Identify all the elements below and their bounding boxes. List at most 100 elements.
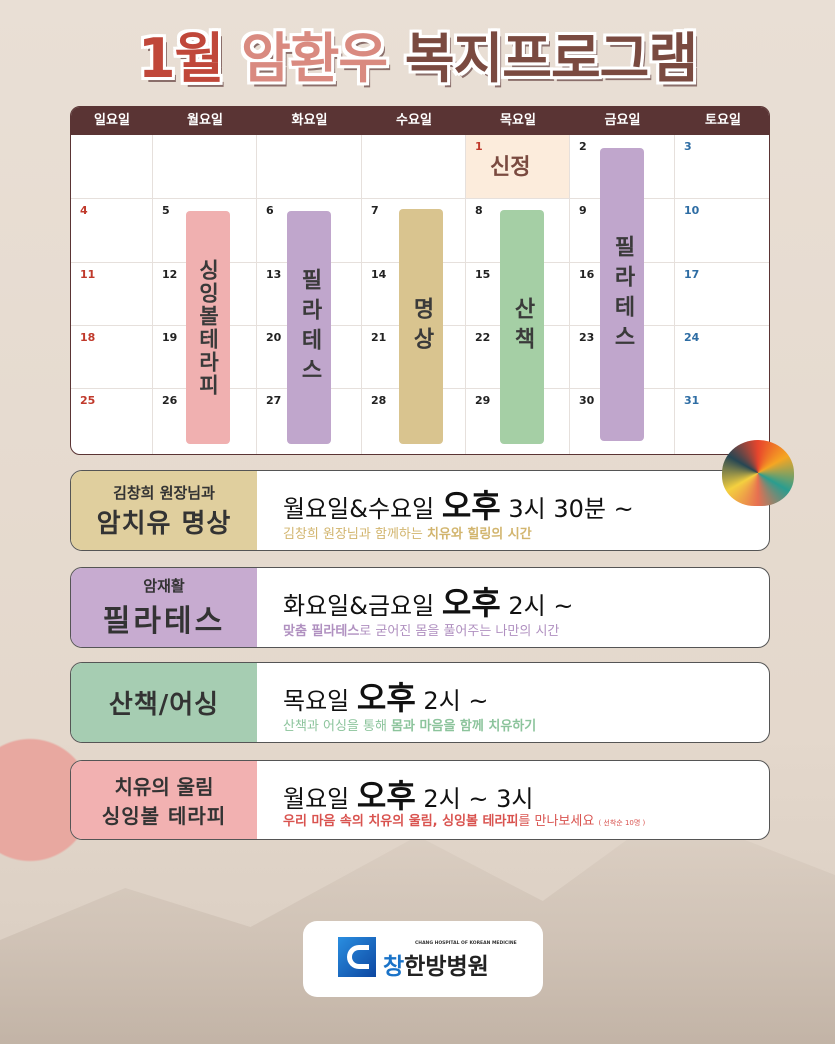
day-number: 14 [371, 268, 387, 281]
day-number: 2 [579, 140, 587, 153]
day-number: 29 [475, 394, 491, 407]
sub-highlight: 맞춤 필라테스 [283, 624, 360, 639]
sub-text: 김창희 원장님과 함께하는 [283, 527, 427, 542]
schedule-time: 2시 ~ [508, 592, 574, 620]
day-number: 27 [266, 394, 282, 407]
program-bar: 산책 [500, 210, 544, 444]
schedule-days: 월요일 [283, 785, 350, 813]
calendar-day: 27 [257, 389, 362, 454]
sub-highlight: 치유와 힐링의 시간 [426, 527, 532, 542]
calendar-header: 일요일 월요일 화요일 수요일 목요일 금요일 토요일 [71, 107, 769, 135]
day-number: 22 [475, 331, 491, 344]
program-bar: 필라테스 [600, 148, 644, 441]
program-bar: 명상 [399, 209, 443, 444]
hospital-logo: CHANG HOSPITAL OF KOREAN MEDICINE 창한방병원 [303, 921, 543, 997]
calendar: 일요일 월요일 화요일 수요일 목요일 금요일 토요일 1 신정 2 3 4 5 6 7 8 9 10 11 12 1… [70, 106, 770, 455]
day-number: 10 [684, 204, 700, 217]
day-number: 31 [684, 394, 700, 407]
sub-text: 를 만나보세요 [518, 814, 595, 829]
sub-highlight: 몸과 마음을 함께 치유하기 [391, 719, 537, 734]
weekday-header: 일요일 [94, 113, 130, 128]
day-number: 19 [162, 331, 178, 344]
day-number: 1 [475, 140, 483, 153]
day-number: 17 [684, 268, 700, 281]
calendar-day [362, 135, 466, 199]
logo-mark-icon [338, 937, 376, 977]
day-number: 11 [80, 268, 96, 281]
schedule-time: 2시 ~ 3시 [423, 785, 534, 813]
day-number: 28 [371, 394, 387, 407]
weekday-header: 월요일 [187, 113, 223, 128]
program-description: 맞춤 필라테스로 굳어진 몸을 풀어주는 나만의 시간 [283, 620, 559, 639]
calendar-day: 24 [675, 326, 769, 389]
day-number: 23 [579, 331, 595, 344]
day-number: 20 [266, 331, 282, 344]
day-number: 30 [579, 394, 595, 407]
schedule-pm: 오후 [356, 777, 416, 815]
schedule-time: 3시 30분 ~ [508, 495, 634, 523]
day-number: 8 [475, 204, 483, 217]
weekday-header: 목요일 [500, 113, 536, 128]
program-subtitle: 암재활 [143, 577, 185, 595]
schedule-days: 월요일&수요일 [283, 495, 435, 523]
day-number: 18 [80, 331, 96, 344]
title-patients: 암환우 [241, 27, 388, 90]
day-number: 6 [266, 204, 274, 217]
day-number: 13 [266, 268, 282, 281]
schedule-pm: 오후 [441, 487, 501, 525]
day-number: 9 [579, 204, 587, 217]
program-bar: 싱잉볼테라피 [186, 211, 230, 444]
calendar-day: 29 [466, 389, 570, 454]
day-number: 16 [579, 268, 595, 281]
program-description: 산책과 어싱을 통해 몸과 마음을 함께 치유하기 [283, 715, 536, 734]
day-number: 3 [684, 140, 692, 153]
logo-accent: 창 [383, 954, 405, 980]
calendar-day: 28 [362, 389, 466, 454]
program-subtitle: 김창희 원장님과 [113, 483, 215, 502]
day-number: 5 [162, 204, 170, 217]
day-number: 25 [80, 394, 96, 407]
program-schedule: 월요일 오후 2시 ~ 3시 [283, 771, 534, 817]
sub-text: 산책과 어싱을 통해 [283, 719, 392, 734]
sub-text: 로 굳어진 몸을 풀어주는 나만의 시간 [359, 624, 560, 639]
program-name: 산책/어싱 [108, 690, 220, 720]
program-schedule: 목요일 오후 2시 ~ [283, 673, 489, 719]
calendar-day: 18 [71, 326, 153, 389]
lucky-pouch-icon [722, 440, 794, 506]
day-number: 21 [371, 331, 387, 344]
calendar-day: 17 [675, 263, 769, 326]
title-program: 복지프로그램 [404, 27, 698, 90]
logo-name: 한방병원 [404, 954, 489, 980]
sub-note: ( 선착순 10명 ) [598, 819, 646, 827]
program-description: 우리 마음 속의 치유의 울림, 싱잉볼 테라피를 만나보세요 ( 선착순 10… [283, 810, 645, 829]
sub-highlight: 우리 마음 속의 치유의 울림, 싱잉볼 테라피 [283, 814, 519, 829]
holiday-label: 신정 [490, 155, 531, 180]
calendar-day: 31 [675, 389, 769, 454]
program-name: 필라테스 [102, 604, 226, 639]
program-subtitle: 치유의 울림 [114, 775, 214, 799]
day-number: 15 [475, 268, 491, 281]
program-schedule: 월요일&수요일 오후 3시 30분 ~ [283, 481, 634, 527]
weekday-header: 금요일 [604, 113, 641, 128]
program-card: 산책/어싱 목요일 오후 2시 ~ 산책과 어싱을 통해 몸과 마음을 함께 치… [70, 662, 770, 743]
calendar-day [153, 135, 257, 199]
day-number: 24 [684, 331, 700, 344]
weekday-header: 수요일 [396, 113, 432, 128]
day-number: 12 [162, 268, 178, 281]
schedule-time: 2시 ~ [423, 687, 489, 715]
calendar-day: 11 [71, 263, 153, 326]
schedule-days: 화요일&금요일 [283, 592, 435, 620]
program-schedule: 화요일&금요일 오후 2시 ~ [283, 578, 573, 624]
program-name: 암치유 명상 [96, 508, 232, 539]
calendar-day: 4 [71, 199, 153, 263]
program-name: 싱잉볼 테라피 [101, 804, 227, 828]
calendar-day: 3 [675, 135, 769, 199]
calendar-day: 10 [675, 199, 769, 263]
weekday-header: 화요일 [291, 113, 328, 128]
calendar-day [71, 135, 153, 199]
